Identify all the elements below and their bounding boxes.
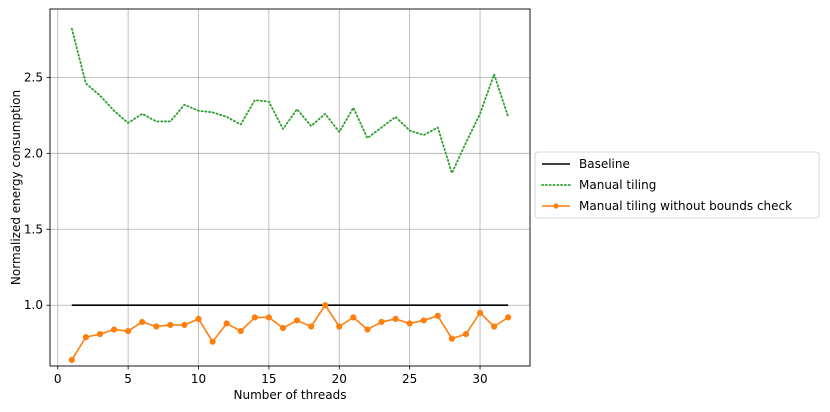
legend: Baseline Manual tiling Manual tiling witho…	[534, 151, 820, 219]
data-point-manual-tiling-without-bounds-check	[82, 334, 89, 341]
data-point-manual-tiling-without-bounds-check	[167, 321, 174, 329]
x-tick-label: 30	[472, 372, 487, 386]
data-point-manual-tiling-without-bounds-check	[96, 330, 104, 338]
plot-frame	[49, 8, 531, 367]
data-point-manual-tiling-without-bounds-check	[181, 321, 188, 329]
y-tick-label: 2.0	[24, 146, 43, 160]
plot-series	[68, 27, 512, 364]
data-point-manual-tiling-without-bounds-check	[378, 318, 385, 326]
series-line-manual-tiling-without-bounds-check	[71, 304, 509, 361]
data-point-manual-tiling-without-bounds-check	[195, 315, 202, 323]
data-point-manual-tiling-without-bounds-check	[139, 318, 146, 326]
data-point-manual-tiling-without-bounds-check	[265, 314, 272, 321]
x-tick-label: 10	[191, 372, 206, 386]
data-point-manual-tiling-without-bounds-check	[68, 356, 75, 364]
y-tick-label: 1.5	[24, 222, 43, 236]
data-point-manual-tiling-without-bounds-check	[364, 326, 371, 333]
grid	[50, 9, 530, 366]
data-point-manual-tiling-without-bounds-check	[237, 327, 244, 335]
data-point-manual-tiling-without-bounds-check	[308, 323, 315, 330]
x-tick-label: 20	[332, 372, 347, 386]
series-line-manual-tiling	[70, 27, 510, 174]
data-point-manual-tiling-without-bounds-check	[125, 327, 132, 335]
legend-label-manual-tiling-without-bounds-check: Manual tiling without bounds check	[579, 199, 792, 213]
x-axis-label: Number of threads	[234, 388, 347, 402]
data-point-manual-tiling-without-bounds-check	[462, 330, 470, 338]
y-tick-label: 2.5	[24, 70, 43, 84]
data-point-manual-tiling-without-bounds-check	[322, 302, 329, 309]
x-tick-label: 25	[402, 372, 417, 386]
data-point-manual-tiling-without-bounds-check	[209, 338, 216, 345]
data-point-manual-tiling-without-bounds-check	[223, 320, 230, 327]
data-point-manual-tiling-without-bounds-check	[336, 323, 343, 330]
legend-label-manual-tiling: Manual tiling	[579, 178, 656, 192]
data-point-manual-tiling-without-bounds-check	[420, 317, 427, 324]
x-tick-label: 5	[124, 372, 132, 386]
x-tick-label: 15	[261, 372, 276, 386]
x-tick-label: 0	[54, 372, 62, 386]
axis-ticks: 0 5 10 15 20 25 30 1.0 1.5 2.0 2.5	[24, 70, 488, 386]
data-point-manual-tiling-without-bounds-check	[279, 324, 287, 332]
data-point-manual-tiling-without-bounds-check	[251, 314, 258, 321]
data-point-manual-tiling-without-bounds-check	[350, 314, 357, 321]
data-point-manual-tiling-without-bounds-check	[505, 314, 512, 321]
data-point-manual-tiling-without-bounds-check	[392, 315, 399, 323]
data-point-manual-tiling-without-bounds-check	[476, 309, 484, 316]
legend-box	[534, 151, 820, 219]
data-point-manual-tiling-without-bounds-check	[153, 323, 160, 330]
data-point-manual-tiling-without-bounds-check	[448, 335, 455, 342]
data-point-manual-tiling-without-bounds-check	[406, 320, 413, 327]
data-point-manual-tiling-without-bounds-check	[293, 317, 301, 324]
legend-label-baseline: Baseline	[579, 157, 630, 171]
data-point-manual-tiling-without-bounds-check	[491, 323, 498, 330]
data-point-manual-tiling-without-bounds-check	[434, 312, 441, 319]
data-point-manual-tiling-without-bounds-check	[110, 326, 118, 333]
legend-marker-manual-tiling-without-bounds-check	[553, 203, 559, 209]
y-tick-label: 1.0	[24, 298, 43, 312]
y-axis-label: Normalized energy consumption	[9, 90, 23, 285]
